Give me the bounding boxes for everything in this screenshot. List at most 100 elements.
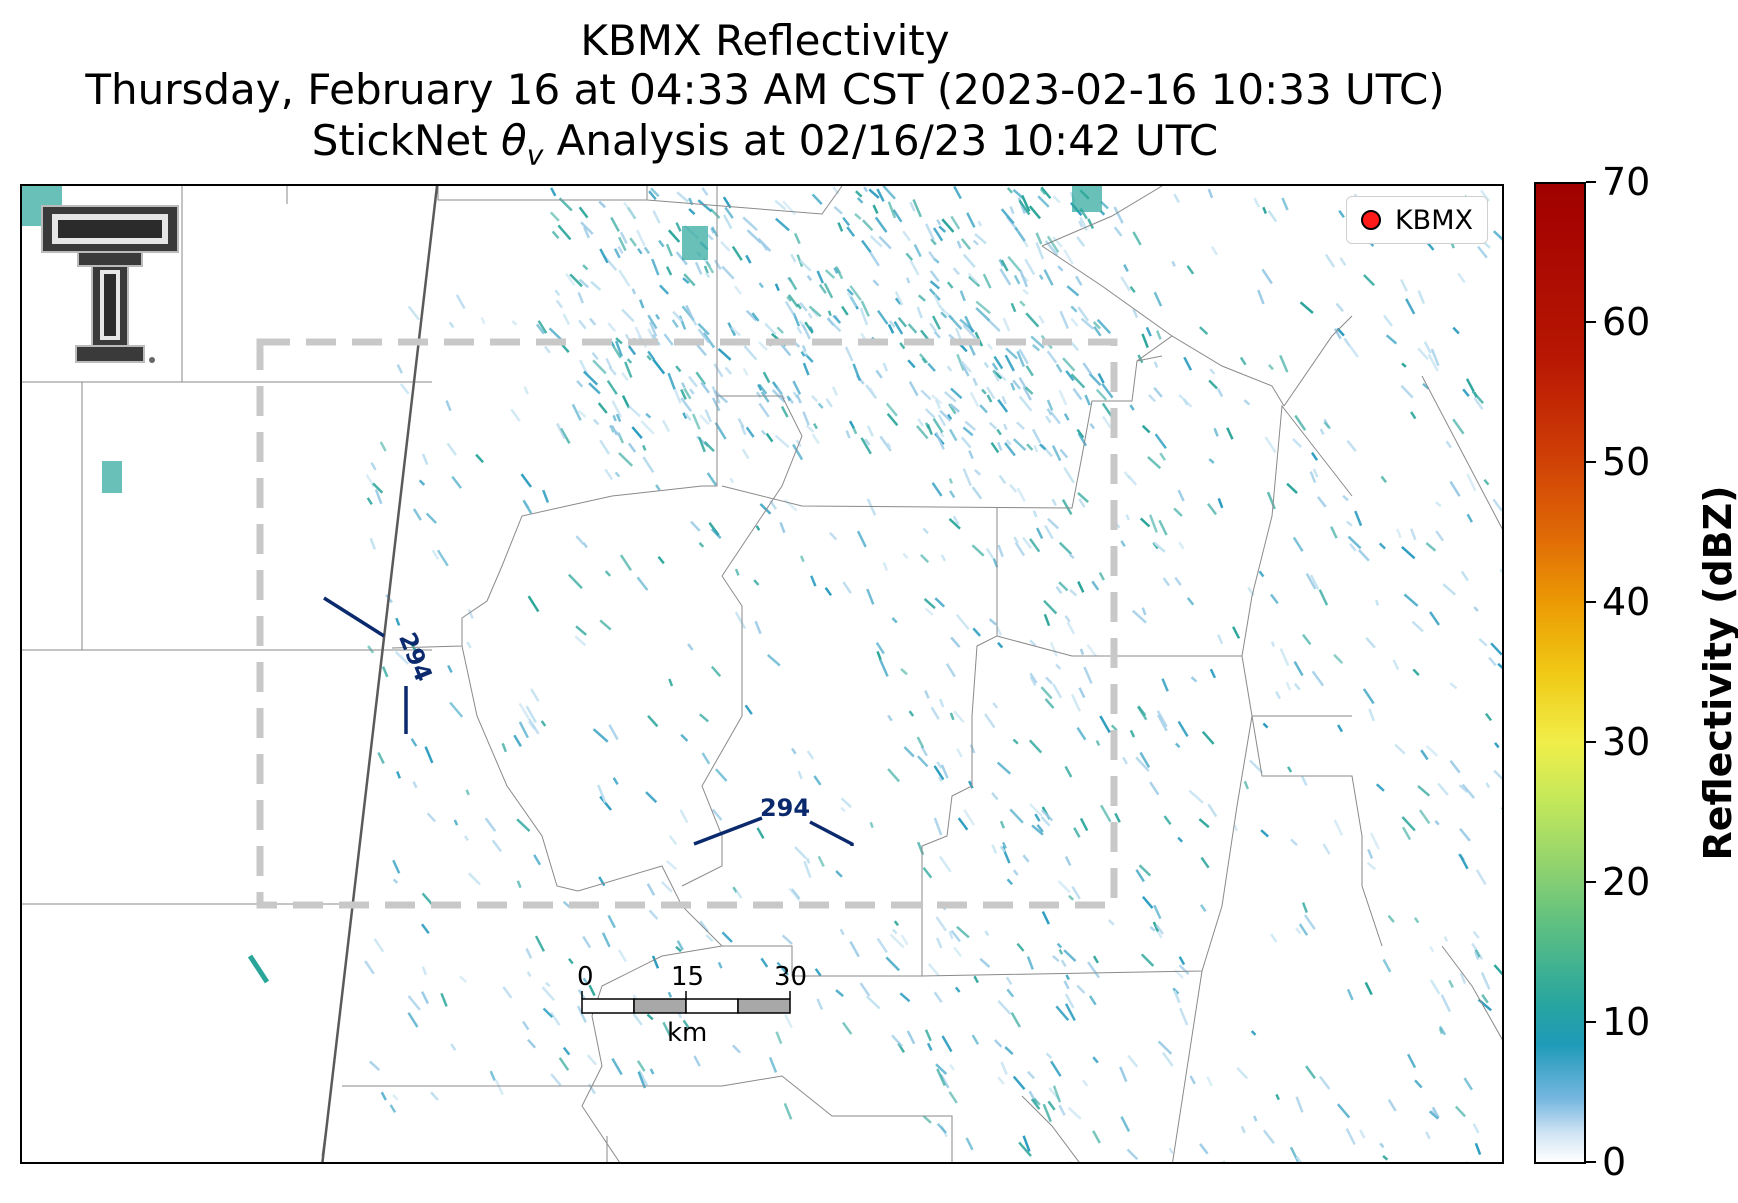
echo-streak	[1019, 269, 1029, 288]
echo-streak	[1209, 668, 1217, 679]
echo-streak	[1161, 1051, 1174, 1067]
echo-streak	[549, 211, 560, 222]
echo-streak	[1052, 955, 1060, 963]
echo-streak	[949, 490, 956, 499]
echo-streak	[927, 362, 936, 372]
echo-streak	[877, 309, 889, 325]
echo-streak	[760, 429, 767, 436]
echo-streak	[523, 386, 529, 395]
echo-streak	[1077, 581, 1085, 593]
echo-streak	[652, 210, 661, 224]
echo-streak	[1026, 443, 1034, 451]
echo-streak	[1081, 1079, 1089, 1087]
echo-streak	[887, 324, 895, 334]
echo-streak	[924, 607, 934, 616]
echo-streak	[513, 734, 522, 747]
echo-streak	[1449, 760, 1461, 774]
echo-streak	[450, 1043, 457, 1051]
echo-streak	[722, 214, 733, 230]
echo-streak	[939, 431, 945, 438]
echo-streak	[705, 934, 714, 943]
echo-streak	[930, 238, 937, 246]
echo-streak	[905, 277, 911, 284]
echo-streak	[1294, 414, 1307, 431]
echo-streak	[1032, 344, 1041, 352]
echo-streak	[440, 992, 448, 1007]
echo-streak	[923, 598, 936, 610]
echo-streak	[1492, 498, 1502, 512]
echo-streak	[455, 294, 466, 310]
echo-streak	[1012, 738, 1019, 745]
echo-streak	[1270, 641, 1276, 648]
echo-streak	[786, 395, 791, 402]
echo-streak	[592, 359, 607, 375]
echo-streak	[1129, 404, 1135, 411]
echo-streak	[1443, 936, 1449, 942]
echo-streak	[746, 229, 762, 244]
echo-streak	[368, 1060, 381, 1071]
county-boundaries	[22, 186, 1502, 1162]
echo-streak	[1099, 200, 1109, 210]
echo-streak	[991, 791, 999, 801]
echo-streak	[1113, 206, 1124, 224]
echo-streak	[1026, 1070, 1036, 1080]
echo-streak	[648, 909, 659, 920]
echo-streak	[586, 1054, 597, 1066]
echo-streak	[1123, 471, 1132, 480]
legend-label: KBMX	[1394, 204, 1473, 236]
echo-streak	[765, 432, 774, 443]
echo-streak	[558, 1057, 570, 1071]
echo-streak	[992, 370, 1000, 382]
echo-streak	[1335, 302, 1345, 313]
echo-streak	[1207, 803, 1218, 818]
echo-streak	[714, 768, 728, 782]
echo-streak	[705, 260, 715, 274]
echo-streak	[1078, 687, 1086, 699]
echo-streak	[950, 387, 963, 400]
echo-streak	[1324, 253, 1336, 268]
echo-streak	[1040, 686, 1053, 700]
echo-streak	[555, 299, 564, 309]
echo-streak	[1425, 542, 1437, 552]
echo-streak	[642, 456, 655, 473]
echo-streak	[1430, 1109, 1437, 1116]
echo-streak	[849, 941, 860, 958]
title-line-3: StickNet θv Analysis at 02/16/23 10:42 U…	[0, 115, 1530, 181]
echo-streak	[845, 430, 851, 439]
echo-streak	[1120, 276, 1131, 292]
echo-streak	[1502, 289, 1504, 297]
echo-streak	[1043, 599, 1058, 615]
echo-streak	[743, 345, 758, 361]
echo-streak	[1359, 1129, 1366, 1139]
echo-streak	[913, 244, 922, 258]
echo-streak	[1044, 240, 1059, 257]
echo-streak	[1066, 621, 1076, 635]
echo-streak	[955, 613, 970, 630]
echo-streak	[1059, 448, 1069, 459]
echo-streak	[855, 190, 863, 198]
echo-streak	[711, 386, 721, 404]
echo-streak	[1084, 394, 1091, 406]
radar-map[interactable]: 294 294 0 15 30 km KBMX	[20, 184, 1504, 1164]
echo-streak	[1006, 187, 1014, 194]
echo-streak	[897, 1042, 906, 1054]
echo-streak	[799, 555, 805, 563]
echo-streak	[946, 281, 954, 289]
echo-streak	[607, 914, 616, 929]
echo-streak	[860, 300, 870, 317]
echo-streak	[643, 246, 651, 255]
map-canvas: 294 294	[22, 186, 1504, 1162]
echo-streak	[792, 443, 804, 461]
echo-cell	[1072, 186, 1102, 212]
echo-streak	[907, 323, 918, 334]
echo-streak	[1420, 749, 1429, 761]
echo-streak	[863, 438, 871, 446]
echo-streak	[900, 667, 908, 676]
echo-streak	[1260, 829, 1269, 838]
echo-streak	[759, 503, 772, 515]
echo-streak	[1298, 923, 1309, 936]
echo-streak	[651, 258, 660, 276]
echo-streak	[972, 239, 979, 246]
echo-streak	[1207, 188, 1214, 199]
echo-streak	[1253, 1115, 1258, 1122]
